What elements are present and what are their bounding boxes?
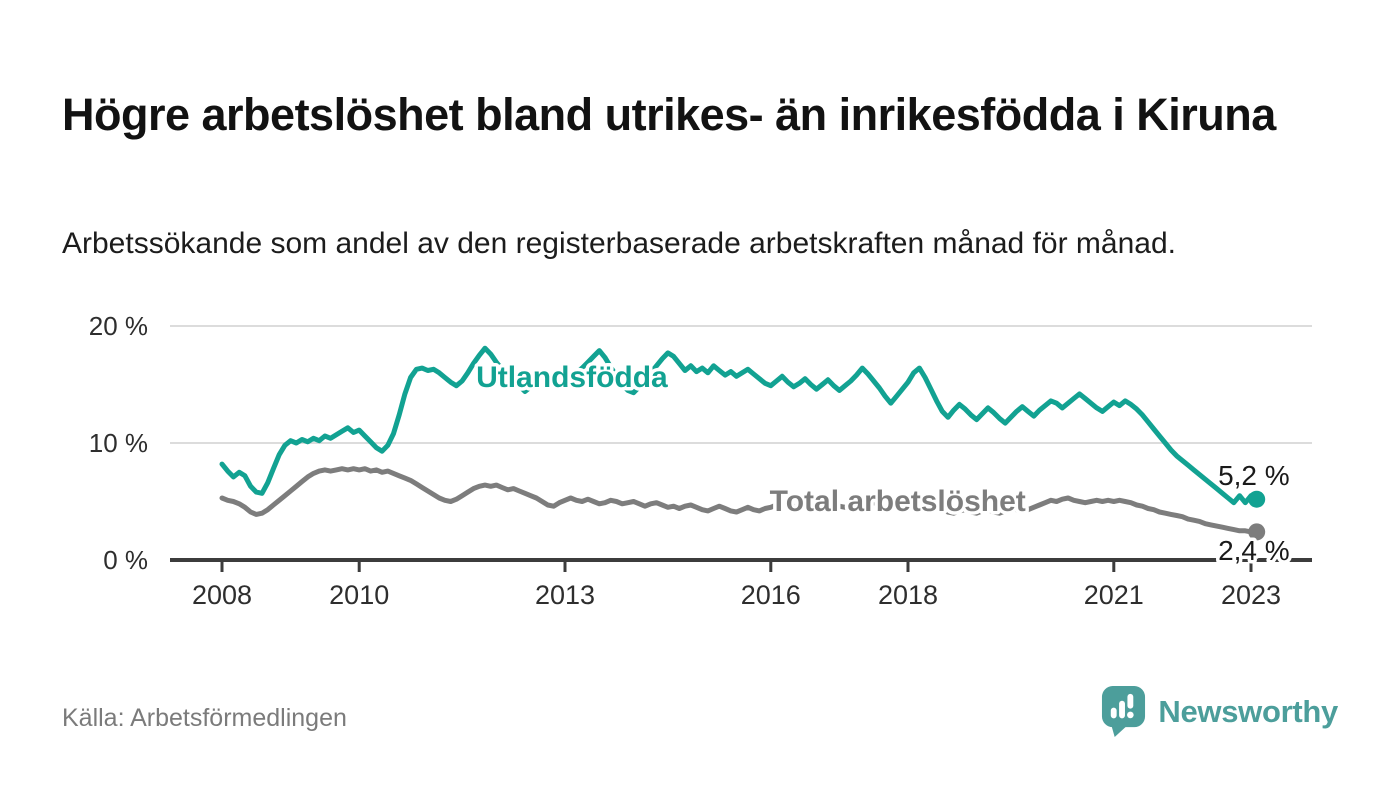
utlandsfodda-label: Utlandsfödda: [476, 361, 668, 394]
x-tick-label-2016: 2016: [741, 580, 801, 610]
y-tick-label-0: 0 %: [103, 545, 148, 575]
chart-region: 0 % 10 % 20 % Utlandsfödda Total arbetslöshe…: [0, 296, 1400, 626]
newsworthy-wordmark: Newsworthy: [1158, 693, 1338, 729]
utlandsfodda-end-value-label: 5,2 %: [1218, 460, 1290, 491]
x-tick-label-2023: 2023: [1221, 580, 1281, 610]
unemployment-line-chart: 0 % 10 % 20 % Utlandsfödda Total arbetslöshe…: [89, 311, 1312, 610]
newsworthy-logo: Newsworthy: [1100, 684, 1338, 739]
total-arbetsloshet-label: Total arbetslöshet: [770, 485, 1026, 518]
newsworthy-logo-icon: [1102, 686, 1146, 737]
total-arbetsloshet-line: [219, 466, 1260, 535]
page-title: Högre arbetslöshet bland utrikes- än inr…: [62, 89, 1276, 141]
source-note: Källa: Arbetsförmedlingen: [62, 704, 347, 732]
x-tick-label-2013: 2013: [535, 580, 595, 610]
total-arbetsloshet-end-dot: [1248, 523, 1266, 541]
bar-chart-exclamation-glyph: [1111, 693, 1135, 719]
total-arbetsloshet-end-value-label: 2,4 %: [1218, 535, 1290, 566]
x-tick-label-2018: 2018: [878, 580, 938, 610]
x-tick-label-2010: 2010: [329, 580, 389, 610]
utlandsfodda-end-dot: [1248, 490, 1266, 508]
utlandsfodda-line: [219, 345, 1260, 506]
x-tick-label-2008: 2008: [192, 580, 252, 610]
y-tick-label-10: 10 %: [89, 428, 148, 458]
page-subtitle: Arbetssökande som andel av den registerb…: [62, 227, 1176, 260]
x-tick-label-2021: 2021: [1084, 580, 1144, 610]
y-tick-label-20: 20 %: [89, 311, 148, 341]
